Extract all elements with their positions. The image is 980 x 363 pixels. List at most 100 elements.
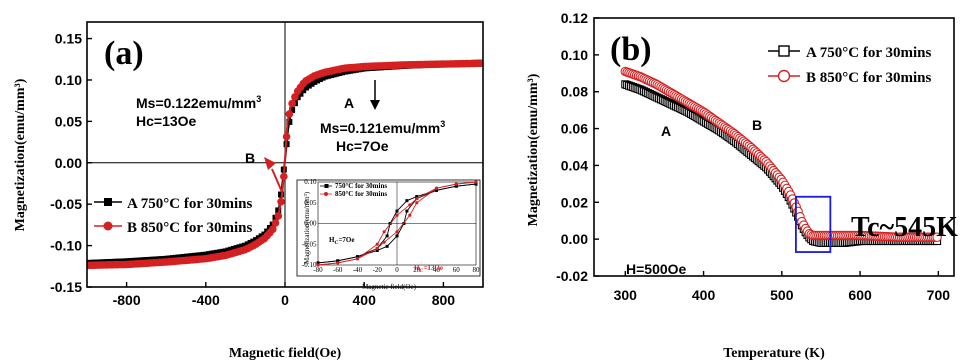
inset-x-tick-label: 0 [395, 266, 399, 274]
inset-x-tick-label: 60 [453, 266, 461, 274]
data-point [274, 212, 283, 220]
inset-x-tick-label: 40 [433, 266, 441, 274]
series-group-b [620, 66, 942, 247]
series-group-a [87, 59, 483, 270]
inset-point [336, 259, 340, 263]
inset-x-tick-label: -20 [373, 266, 383, 274]
x-tick-label-a: -400 [192, 292, 220, 308]
data-point [277, 197, 285, 206]
data-point [932, 232, 942, 243]
inset-x-tick-label: -60 [333, 266, 343, 274]
y-tick-label-b: 0.08 [561, 84, 588, 100]
inset-point [454, 184, 458, 188]
data-point [275, 207, 282, 214]
data-point [271, 219, 280, 227]
inset-point [355, 257, 360, 261]
inset-point [435, 188, 438, 192]
inset-legend-item-1: 850°C for 30mins [335, 190, 387, 198]
legend-marker-a-circle [103, 221, 113, 231]
inset-x-tick-label: 80 [473, 266, 481, 274]
legend-b-item-0: A 750°C for 30mins [806, 45, 931, 61]
x-tick-label-a: -800 [113, 292, 141, 308]
legend-a-item-1: B 850°C for 30mins [127, 220, 252, 236]
ms-label-a: Ms=0.121emu/mm3 [320, 119, 445, 136]
chart-a: -800 -400 0 400 800-0.15-0.10-0.050.000.050.… [13, 21, 484, 361]
inset-point [385, 244, 389, 248]
inset-a: -80 -60 -40 -20 0 20 40 60 80 -0.10 -0.05 0.00 0.05 0… [296, 178, 481, 291]
inset-point [408, 203, 412, 207]
panel-label-b: (b) [610, 31, 652, 68]
legend-marker-a-square [104, 198, 112, 206]
x-tick-label-b: 700 [927, 287, 951, 303]
panel-label-a: (a) [104, 35, 144, 72]
inset-y-tick-label: 0.10 [304, 178, 317, 186]
inset-point [415, 197, 419, 201]
x-tick-label-a: 800 [432, 292, 456, 308]
inset-point [415, 201, 419, 205]
series-a-1 [87, 59, 483, 270]
inset-point [375, 246, 379, 250]
y-tick-label-b: 0.04 [561, 157, 588, 173]
inset-series [316, 180, 478, 267]
legend-b-item-1: B 850°C for 30mins [806, 70, 931, 86]
inset-point [474, 182, 478, 186]
series-label-a: A [344, 95, 354, 111]
inset-point [395, 230, 399, 234]
x-axis-title-b: Temperature (K) [723, 346, 825, 361]
inset-point [375, 242, 379, 246]
x-axis-title-a: Magnetic field(Oe) [229, 346, 342, 361]
legend-b: A 750°C for 30mins B 850°C for 30mins [768, 45, 931, 86]
y-tick-label-a: -0.10 [50, 238, 82, 254]
legend-marker-b-circle [777, 69, 791, 83]
inset-point [434, 186, 439, 190]
data-point [268, 225, 277, 234]
y-tick-label-a: 0.00 [55, 155, 82, 171]
data-point [280, 172, 288, 181]
inset-y-tick-label: -0.10 [302, 261, 317, 269]
inset-point [395, 209, 399, 213]
legend-marker-b-square [778, 45, 790, 57]
y-tick-label-a: 0.15 [55, 31, 82, 47]
inset-point [382, 230, 386, 234]
inset-x-tick-label: -40 [353, 266, 363, 274]
x-tick-label-a: 0 [281, 292, 289, 308]
inset-frame [296, 179, 481, 277]
inset-x-tick-label: 20 [413, 266, 421, 274]
hc-label-b: Hc=13Oe [136, 113, 197, 129]
inset-point [415, 195, 419, 199]
series-b-1 [620, 66, 942, 243]
series-label-b-b: B [752, 117, 762, 133]
y-tick-label-a: 0.05 [55, 113, 82, 129]
inset-y-title: Magnetization(emu/mm³) [303, 191, 311, 264]
x-tick-label-a: 400 [353, 292, 377, 308]
hc-label-a: Hc=7Oe [336, 138, 389, 154]
arrow-b-head [264, 157, 276, 170]
x-tick-label-b: 300 [614, 287, 638, 303]
inset-branch [317, 183, 477, 264]
x-tick-label-b: 600 [848, 287, 872, 303]
inset-y-tick-label: 0.00 [304, 220, 317, 228]
axis-ticks-b: 300 400 500 600 700 -0.02 0.00 0.02 0.04 0.06 0.08… [556, 10, 950, 303]
y-tick-label-b: 0.06 [561, 121, 588, 137]
chart-b: 300 400 500 600 700 -0.02 0.00 0.02 0.04 0.06 0.08… [526, 10, 958, 361]
legend-a: A 750°C for 30mins B 850°C for 30mins [94, 196, 252, 236]
y-tick-label-b: 0.02 [561, 194, 588, 210]
inset-hc-a: HC=7Oe [329, 236, 354, 246]
inset-point [382, 240, 386, 244]
y-tick-label-b: 0.10 [561, 47, 588, 63]
data-point [286, 118, 293, 125]
inset-point [316, 261, 320, 265]
y-tick-label-a: 0.10 [55, 72, 82, 88]
y-axis-title-a: Magnetization(emu/mm³) [13, 78, 28, 231]
arrow-a-head [370, 100, 380, 110]
data-point [282, 132, 291, 141]
ms-label-b: Ms=0.122emu/mm3 [136, 94, 261, 111]
inset-point [356, 255, 359, 259]
x-tick-label-b: 400 [692, 287, 716, 303]
inset-point [316, 263, 320, 267]
inset-point [336, 261, 340, 265]
y-tick-label-a: -0.05 [50, 196, 82, 212]
y-tick-label-b: 0.12 [561, 10, 588, 26]
inset-x-tick-label: -80 [313, 266, 323, 274]
